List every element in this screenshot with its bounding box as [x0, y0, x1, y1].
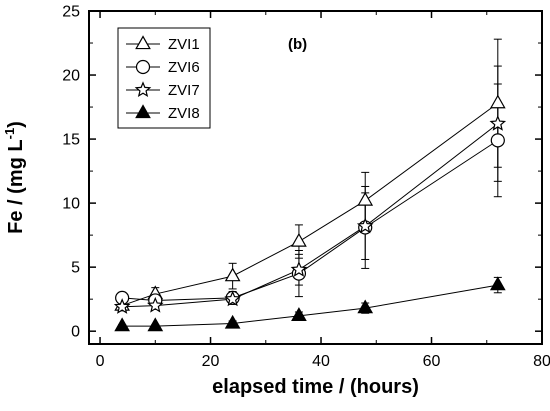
data-point-zvi1: [224, 267, 241, 282]
y-axis-title-superscript: -1: [2, 128, 17, 140]
data-point-zvi1: [291, 232, 307, 247]
y-tick-label: 10: [62, 196, 80, 213]
legend: ZVI1 ZVI6 ZVI7 ZVI8: [117, 27, 211, 129]
data-point-zvi8: [224, 314, 241, 329]
data-point-zvi7: [290, 261, 308, 277]
legend-label-zvi7: ZVI7: [168, 82, 200, 99]
data-point-zvi7: [113, 298, 131, 314]
data-point-zvi6: [490, 133, 505, 148]
legend-label-zvi8: ZVI8: [168, 105, 200, 122]
y-tick-label: 25: [62, 4, 80, 21]
legend-marker-zvi6: [135, 59, 151, 75]
y-tick-label: 5: [71, 260, 80, 277]
y-tick-label: 0: [71, 324, 80, 341]
data-point-zvi8: [114, 317, 131, 332]
x-tick-label: 40: [312, 353, 330, 370]
series-line-zvi8: [122, 284, 498, 327]
series-lines-layer: [121, 102, 499, 327]
legend-label-zvi6: ZVI6: [168, 59, 200, 76]
x-tick-label: 80: [533, 353, 550, 370]
y-tick-label: 20: [62, 68, 80, 85]
x-axis-title: elapsed time / (hours): [212, 376, 419, 398]
legend-box: [117, 27, 211, 129]
data-point-zvi8: [489, 276, 506, 291]
y-tick-label: 15: [62, 132, 80, 149]
series-line-zvi7: [122, 123, 499, 308]
legend-marker-zvi1: [135, 35, 151, 50]
ticks-layer: 0 20 40 60 80 0 5 10 15 20 25: [62, 4, 550, 371]
series-line-zvi6: [122, 139, 499, 301]
data-point-zvi7: [356, 217, 374, 234]
data-point-zvi1: [357, 191, 374, 206]
x-tick-label: 0: [96, 353, 105, 370]
data-point-zvi1: [489, 94, 506, 109]
legend-marker-zvi8: [135, 104, 151, 119]
x-tick-label: 60: [423, 353, 441, 370]
panel-label: (b): [288, 36, 307, 53]
legend-label-zvi1: ZVI1: [168, 36, 200, 53]
y-axis-title: Fe / (mg L-1): [2, 121, 27, 234]
y-axis-title-main: Fe / (mg L: [5, 139, 27, 233]
legend-marker-zvi7: [134, 81, 152, 98]
data-point-zvi7: [147, 296, 164, 313]
data-point-zvi8: [147, 317, 164, 332]
data-points-layer: [113, 94, 507, 332]
y-axis-title-close: ): [5, 121, 27, 128]
series-line-zvi1: [121, 102, 499, 307]
plot-frame: [88, 10, 543, 345]
x-tick-label: 20: [202, 353, 220, 370]
data-point-zvi7: [489, 115, 507, 131]
data-point-zvi8: [291, 307, 307, 321]
data-point-zvi7: [224, 290, 241, 307]
data-point-zvi8: [357, 299, 374, 314]
